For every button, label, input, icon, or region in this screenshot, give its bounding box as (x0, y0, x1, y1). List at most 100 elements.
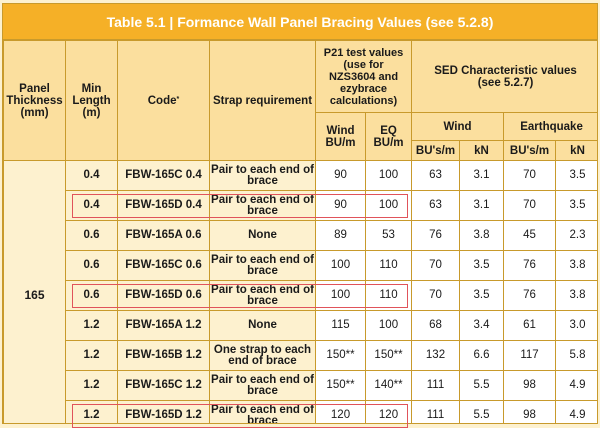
header-min-length: Min Length (m) (65, 40, 118, 161)
header-p21-group: P21 test values (use for NZS3604 and ezy… (315, 40, 412, 113)
sed-eq-kn-cell: 4.9 (554, 400, 597, 423)
sed-wind-kn-cell: 3.1 (459, 190, 504, 221)
sed-eq-bu-cell: 61 (503, 310, 556, 341)
sed-wind-kn-cell: 3.8 (459, 220, 504, 251)
min-length-cell: 0.6 (65, 280, 118, 311)
sed-wind-kn-cell: 5.5 (459, 370, 504, 401)
sed-wind-kn-cell: 6.6 (459, 340, 504, 371)
p21-wind-cell: 89 (315, 220, 366, 251)
header-sed-earthquake: Earthquake (502, 112, 597, 141)
sed-wind-bu-cell: 111 (411, 400, 460, 423)
min-length-cell: 1.2 (65, 340, 118, 371)
sed-wind-kn-cell: 3.5 (459, 250, 504, 281)
code-cell: FBW-165C 0.4 (117, 160, 210, 191)
sed-wind-bu-cell: 68 (411, 310, 460, 341)
sed-wind-bu-cell: 111 (411, 370, 460, 401)
min-length-cell: 0.6 (65, 250, 118, 281)
sed-wind-kn-cell: 5.5 (459, 400, 504, 423)
sed-eq-bu-cell: 70 (503, 190, 556, 221)
p21-wind-cell: 120 (315, 400, 366, 423)
header-sed-group: SED Characteristic values (see 5.2.7) (410, 40, 597, 113)
header-code-label: Code (147, 94, 177, 107)
header-strap-requirement: Strap requirement (209, 40, 316, 161)
code-cell: FBW-165D 1.2 (117, 400, 210, 423)
sed-eq-kn-cell: 3.0 (554, 310, 597, 341)
sed-wind-bu-cell: 70 (411, 280, 460, 311)
sed-wind-kn-cell: 3.5 (459, 280, 504, 311)
sed-eq-bu-cell: 76 (503, 250, 556, 281)
header-sed-wind-kn: kN (459, 140, 504, 161)
sed-eq-kn-cell: 3.5 (554, 190, 597, 221)
p21-eq-cell: 100 (365, 160, 412, 191)
bracing-table-frame: Table 5.1 | Formance Wall Panel Bracing … (2, 3, 598, 424)
table-row: 0.6 FBW-165A 0.6 None 89 53 76 3.8 45 2.… (4, 220, 597, 251)
code-cell: FBW-165A 0.6 (117, 220, 210, 251)
code-cell: FBW-165C 1.2 (117, 370, 210, 401)
sed-eq-bu-cell: 98 (503, 370, 556, 401)
sed-eq-kn-cell: 4.9 (554, 370, 597, 401)
header-p21-eq: EQ BU/m (365, 112, 412, 161)
sed-eq-kn-cell: 3.8 (554, 250, 597, 281)
table-row: 1.2 FBW-165C 1.2 Pair to each end of bra… (4, 370, 597, 401)
p21-wind-cell: 150** (315, 370, 366, 401)
p21-wind-cell: 115 (315, 310, 366, 341)
min-length-cell: 1.2 (65, 370, 118, 401)
sed-eq-bu-cell: 45 (503, 220, 556, 251)
header-sed-wind: Wind (411, 112, 504, 141)
strap-cell: Pair to each end of brace (209, 190, 316, 221)
strap-cell: Pair to each end of brace (209, 160, 316, 191)
p21-wind-cell: 90 (315, 190, 366, 221)
min-length-cell: 0.4 (65, 160, 118, 191)
sed-wind-bu-cell: 70 (411, 250, 460, 281)
table-row: 1.2 FBW-165D 1.2 Pair to each end of bra… (4, 400, 597, 423)
table-row: 1.2 FBW-165B 1.2 One strap to each end o… (4, 340, 597, 371)
p21-wind-cell: 100 (315, 280, 366, 311)
p21-eq-cell: 53 (365, 220, 412, 251)
strap-cell: None (209, 310, 316, 341)
p21-eq-cell: 150** (365, 340, 412, 371)
header-sed-eq-kn: kN (554, 140, 597, 161)
header-panel-thickness: Panel Thickness (mm) (3, 40, 66, 161)
strap-cell: None (209, 220, 316, 251)
sed-eq-kn-cell: 2.3 (554, 220, 597, 251)
table-row: 165 0.4 FBW-165C 0.4 Pair to each end of… (3, 160, 597, 423)
header-p21-wind: Wind BU/m (315, 112, 366, 161)
header-sed-wind-bu: BU's/m (411, 140, 460, 161)
sed-wind-bu-cell: 63 (411, 190, 460, 221)
table-row: 0.6 FBW-165C 0.6 Pair to each end of bra… (4, 250, 597, 281)
sed-wind-bu-cell: 63 (411, 160, 460, 191)
min-length-cell: 1.2 (65, 400, 118, 423)
strap-cell: Pair to each end of brace (209, 250, 316, 281)
sed-wind-kn-cell: 3.4 (459, 310, 504, 341)
code-cell: FBW-165C 0.6 (117, 250, 210, 281)
table-row: 0.6 FBW-165D 0.6 Pair to each end of bra… (4, 280, 597, 311)
sed-wind-bu-cell: 76 (411, 220, 460, 251)
sed-eq-bu-cell: 70 (503, 160, 556, 191)
p21-eq-cell: 140** (365, 370, 412, 401)
p21-wind-cell: 90 (315, 160, 366, 191)
p21-eq-cell: 100 (365, 310, 412, 341)
sed-wind-kn-cell: 3.1 (459, 160, 504, 191)
min-length-cell: 1.2 (65, 310, 118, 341)
table-row: 0.4 FBW-165D 0.4 Pair to each end of bra… (4, 190, 597, 221)
p21-eq-cell: 110 (365, 280, 412, 311)
p21-wind-cell: 150** (315, 340, 366, 371)
sed-eq-kn-cell: 3.8 (554, 280, 597, 311)
header-sed-eq-bu: BU's/m (503, 140, 556, 161)
table-row: 1.2 FBW-165A 1.2 None 115 100 68 3.4 61 … (4, 310, 597, 341)
header-code-mark: * (176, 95, 180, 103)
code-cell: FBW-165D 0.4 (117, 190, 210, 221)
bracing-values-table: Panel Thickness (mm) Min Length (m) Code… (3, 40, 597, 423)
sed-eq-bu-cell: 76 (503, 280, 556, 311)
p21-eq-cell: 100 (365, 190, 412, 221)
strap-cell: Pair to each end of brace (209, 280, 316, 311)
min-length-cell: 0.4 (65, 190, 118, 221)
p21-eq-cell: 110 (365, 250, 412, 281)
code-cell: FBW-165B 1.2 (117, 340, 210, 371)
sed-eq-kn-cell: 3.5 (554, 160, 597, 191)
p21-wind-cell: 100 (315, 250, 366, 281)
strap-cell: Pair to each end of brace (209, 370, 316, 401)
sed-eq-kn-cell: 5.8 (554, 340, 597, 371)
strap-cell: One strap to each end of brace (209, 340, 316, 371)
p21-eq-cell: 120 (365, 400, 412, 423)
